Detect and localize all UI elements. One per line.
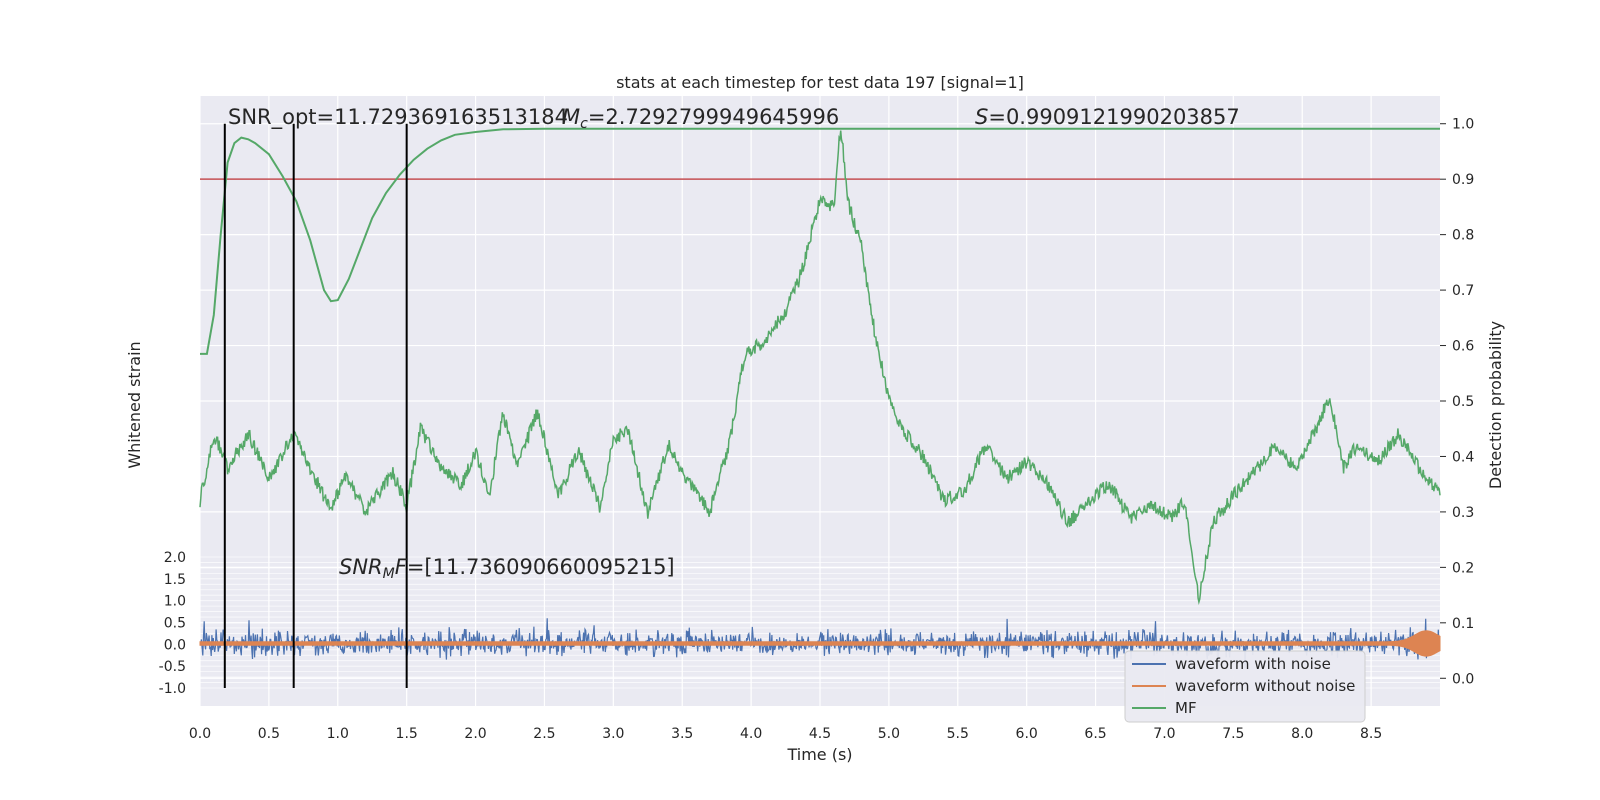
x-tick-label: 1.0 xyxy=(327,726,349,742)
legend-label-mf: MF xyxy=(1175,699,1197,717)
right-tick-label: 0.7 xyxy=(1452,283,1474,299)
x-tick-label: 7.5 xyxy=(1222,726,1244,742)
chart-title: stats at each timestep for test data 197… xyxy=(616,73,1024,92)
x-tick-label: 6.0 xyxy=(1016,726,1038,742)
right-tick-label: 0.9 xyxy=(1452,172,1474,188)
legend-box xyxy=(1124,650,1366,723)
x-tick-label: 1.5 xyxy=(396,726,418,742)
x-tick-label: 2.5 xyxy=(533,726,555,742)
x-tick-label: 3.5 xyxy=(671,726,693,742)
waveform-without-noise-line xyxy=(199,630,1441,657)
right-tick-label: 0.6 xyxy=(1452,339,1474,355)
right-tick-label: 0.8 xyxy=(1452,228,1474,244)
right-axis-label: Detection probability xyxy=(1486,321,1505,489)
left-tick-label: 0.5 xyxy=(164,616,186,632)
snr-opt-annotation: SNR_opt=11.729369163513184 xyxy=(228,105,568,130)
right-tick-label: 0.1 xyxy=(1452,616,1474,632)
left-axis-label: Whitened strain xyxy=(125,341,144,468)
left-tick-label: 1.5 xyxy=(164,572,186,588)
x-axis-ticks: 0.0 0.5 1.0 1.5 2.0 2.5 3.0 3.5 4.0 4.5 5.0 5.5 6.0 6… xyxy=(189,726,1382,742)
x-tick-label: 6.5 xyxy=(1084,726,1106,742)
vertical-lines xyxy=(223,123,408,688)
right-tick-label: 0.0 xyxy=(1452,671,1474,687)
x-tick-label: 0.5 xyxy=(258,726,280,742)
left-tick-label: -0.5 xyxy=(159,659,186,675)
x-tick-label: 4.5 xyxy=(809,726,831,742)
x-tick-label: 4.0 xyxy=(740,726,762,742)
x-tick-label: 8.5 xyxy=(1360,726,1382,742)
x-tick-label: 8.0 xyxy=(1291,726,1313,742)
mc-annotation: Mc=2.7292799949645996 xyxy=(562,105,839,132)
x-tick-label: 3.0 xyxy=(602,726,624,742)
x-tick-label: 5.5 xyxy=(947,726,969,742)
x-tick-label: 5.0 xyxy=(878,726,900,742)
right-tick-label: 0.2 xyxy=(1452,560,1474,576)
left-axis-ticks: -1.0 -0.5 0.0 0.5 1.0 1.5 2.0 xyxy=(159,550,186,697)
right-tick-label: 1.0 xyxy=(1452,117,1474,133)
x-tick-label: 2.0 xyxy=(464,726,486,742)
left-tick-label: 1.0 xyxy=(164,594,186,610)
right-tick-label: 0.3 xyxy=(1452,505,1474,521)
legend-label-clean: waveform without noise xyxy=(1175,677,1355,695)
right-tick-label: 0.5 xyxy=(1452,394,1474,410)
x-tick-label: 7.0 xyxy=(1153,726,1175,742)
detection-probability-line xyxy=(200,127,1440,355)
snr-mf-annotation: SNRMF=[11.736090660095215] xyxy=(339,555,675,582)
left-tick-label: -1.0 xyxy=(159,681,186,697)
legend: waveform with noise waveform without noi… xyxy=(1124,650,1366,723)
right-axis-ticks: 0.0 0.1 0.2 0.3 0.4 0.5 0.6 0.7 0.8 0.9 1.0 xyxy=(1440,117,1474,687)
left-tick-label: 0.0 xyxy=(164,637,186,653)
x-tick-label: 0.0 xyxy=(189,726,211,742)
x-axis-label: Time (s) xyxy=(786,745,852,764)
right-tick-label: 0.4 xyxy=(1452,449,1474,465)
left-tick-label: 2.0 xyxy=(164,550,186,566)
legend-label-noise: waveform with noise xyxy=(1175,655,1331,673)
s-annotation: S=0.9909121990203857 xyxy=(975,105,1240,129)
